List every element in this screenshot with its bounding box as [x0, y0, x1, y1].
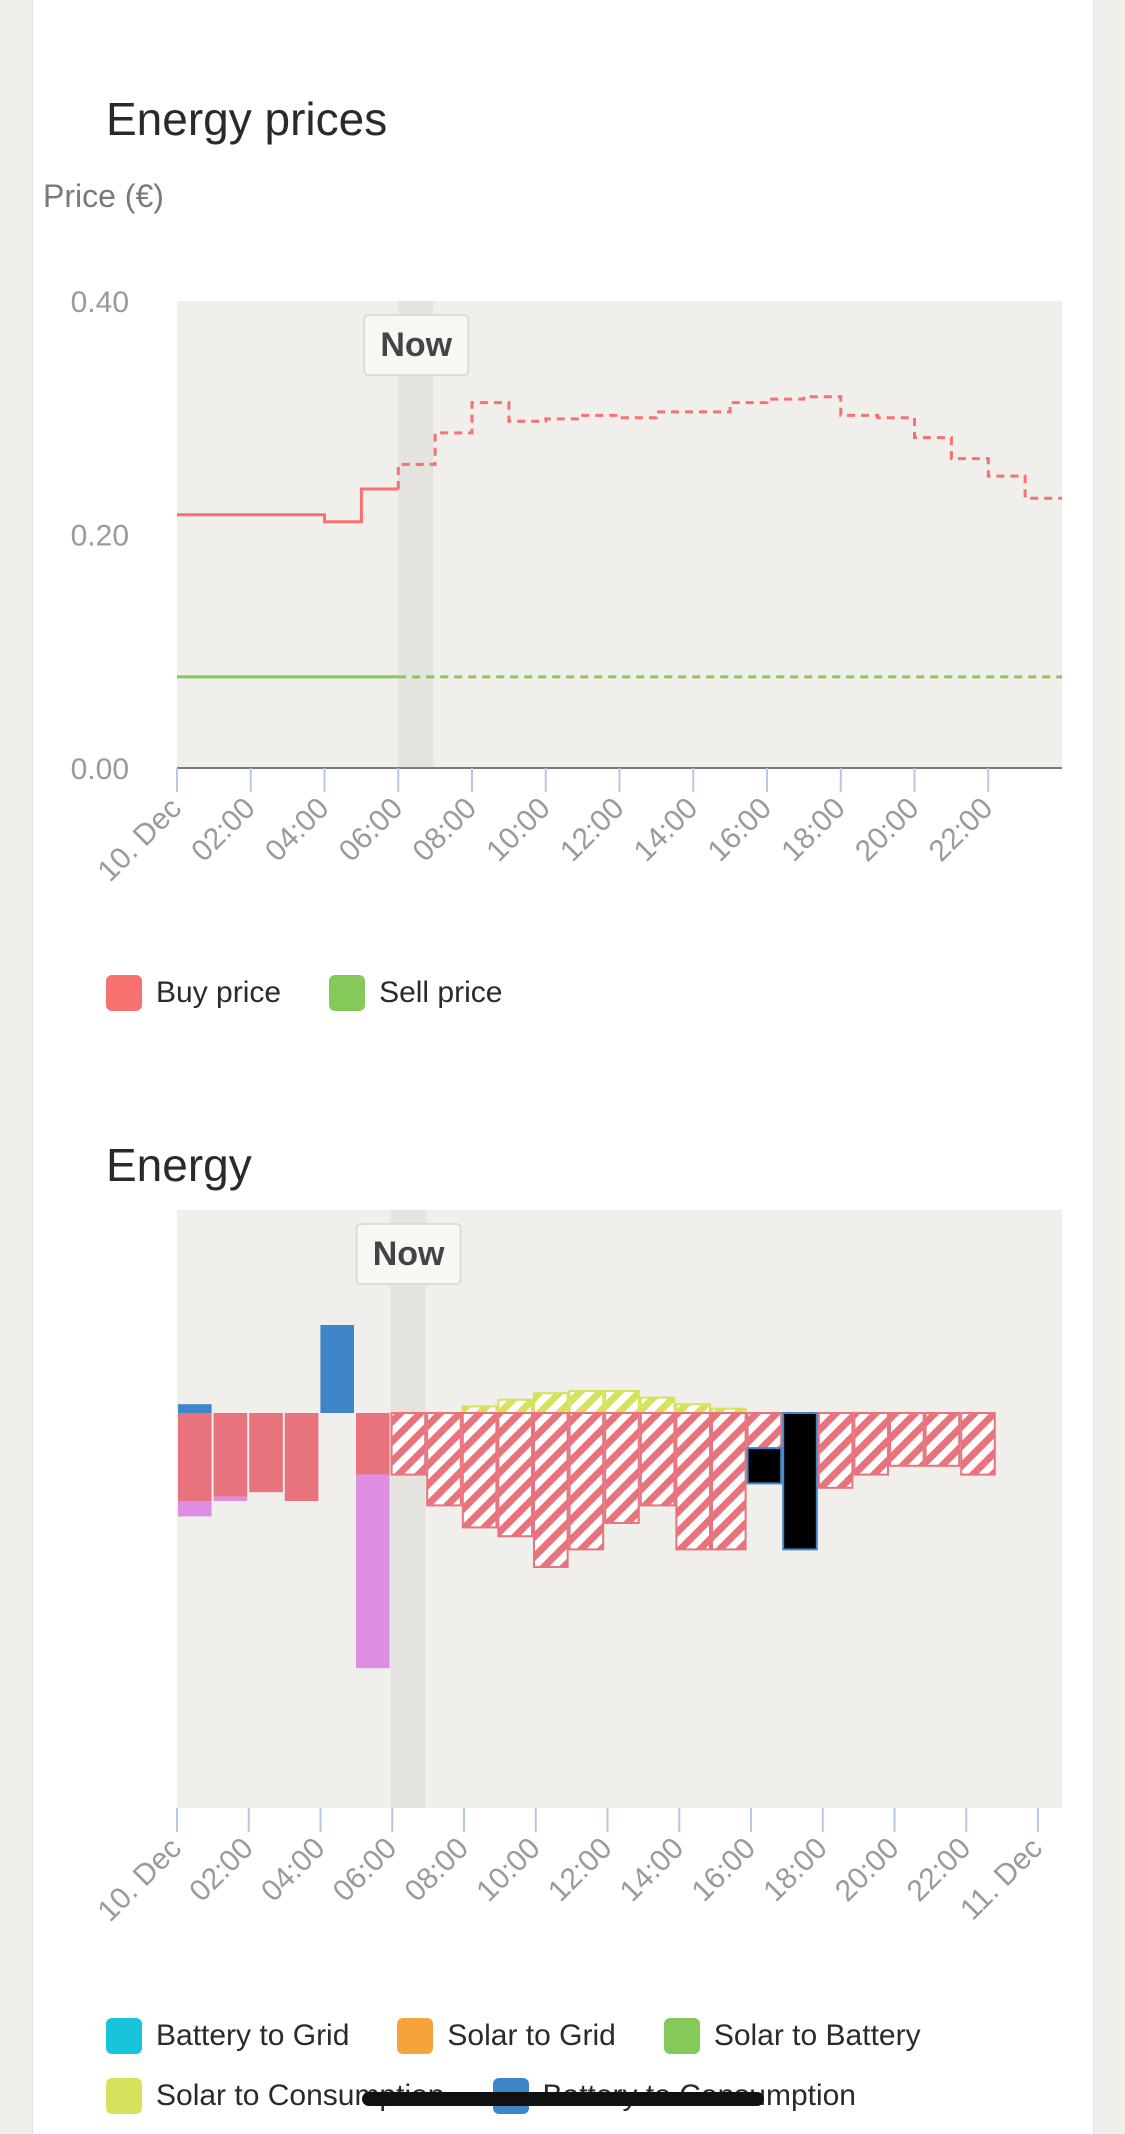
now-label: Now — [373, 1235, 445, 1273]
energy-bar — [178, 1404, 212, 1413]
now-label: Now — [380, 326, 452, 364]
energy-bar — [178, 1501, 212, 1517]
legend-swatch — [329, 975, 366, 1011]
energy-bar — [639, 1396, 676, 1415]
energy-bar — [568, 1412, 605, 1551]
prices-legend: Buy price Sell price — [106, 963, 1086, 1023]
price-axis-unit-label: Price (€) — [43, 178, 164, 214]
legend-label: Battery to Grid — [156, 2019, 350, 2052]
energy-bar — [746, 1447, 783, 1485]
legend-swatch — [663, 2018, 700, 2054]
x-tick-label: 04:00 — [259, 792, 335, 868]
now-marker: Now — [355, 1223, 462, 1285]
now-label-box — [363, 314, 470, 376]
buy-price-line-forecast — [396, 395, 1062, 500]
energy-bar — [924, 1412, 961, 1467]
energy-bar — [497, 1398, 533, 1415]
x-tick-label: 14:00 — [614, 1832, 690, 1908]
energy-bar — [284, 1413, 319, 1501]
energy-bar — [461, 1412, 498, 1529]
x-tick-label: 10. Dec — [92, 792, 188, 888]
energy-bar — [533, 1392, 569, 1414]
legend-label: Solar to Battery — [713, 2019, 921, 2052]
energy-bar — [178, 1413, 212, 1501]
x-tick-label: 06:00 — [327, 1832, 403, 1908]
energy-bar — [213, 1413, 248, 1497]
x-tick-label: 08:00 — [407, 792, 483, 868]
legend-swatch — [106, 2018, 142, 2054]
energy-legend: Battery to Grid Solar to Grid Solar to Bat… — [106, 2006, 1106, 2126]
x-tick-label: 10. Dec — [92, 1832, 188, 1928]
energy-bar — [568, 1390, 605, 1414]
energy-flow-chart: 10. Dec02:0004:0006:0008:0010:0012:0014:… — [92, 1210, 1062, 1928]
energy-bar — [853, 1412, 890, 1476]
x-tick-label: 11. Dec — [954, 1832, 1049, 1927]
energy-bar — [675, 1403, 712, 1414]
x-tick-label: 02:00 — [183, 1832, 259, 1908]
x-tick-label: 04:00 — [255, 1832, 331, 1908]
energy-bar — [356, 1413, 390, 1475]
legend-swatch — [397, 2018, 434, 2054]
now-marker: Now — [363, 314, 470, 376]
energy-bar — [426, 1412, 462, 1507]
energy-bar — [249, 1413, 283, 1493]
energy-bar — [390, 1412, 427, 1476]
plot-area — [177, 301, 1062, 768]
x-tick-label: 16:00 — [686, 1832, 762, 1908]
legend-swatch — [106, 2078, 142, 2114]
energy-bar — [213, 1496, 248, 1501]
x-tick-label: 08:00 — [399, 1832, 475, 1908]
energy-bar — [746, 1412, 783, 1450]
x-tick-label: 10:00 — [480, 792, 556, 868]
energy-bar — [604, 1390, 640, 1414]
legend-label: Solar to Grid — [447, 2019, 616, 2052]
energy-bar — [356, 1474, 390, 1669]
energy-bar — [639, 1412, 676, 1507]
now-band — [398, 301, 434, 768]
energy-bar — [497, 1412, 533, 1538]
energy-bar — [889, 1412, 925, 1467]
x-tick-label: 16:00 — [702, 792, 778, 868]
energy-bar — [960, 1412, 996, 1476]
x-tick-label: 10:00 — [470, 1832, 546, 1908]
home-indicator[interactable] — [362, 2092, 764, 2106]
x-tick-label: 18:00 — [757, 1832, 833, 1908]
energy-title: Energy — [106, 1139, 252, 1191]
y-tick-label: 0.20 — [71, 520, 129, 553]
energy-bar — [604, 1412, 640, 1524]
y-tick-label: 0.00 — [71, 753, 129, 786]
prices-legend-item[interactable]: Sell price — [329, 963, 502, 1023]
energy-bar — [675, 1412, 712, 1551]
prices-legend-item[interactable]: Buy price — [106, 963, 281, 1023]
x-tick-label: 22:00 — [923, 792, 999, 868]
now-band — [390, 1210, 426, 1808]
energy-legend-item[interactable]: Solar to Grid — [397, 2006, 616, 2066]
buy-price-line-past — [177, 487, 399, 524]
energy-bar — [782, 1412, 818, 1551]
now-label-box — [355, 1223, 462, 1285]
x-tick-label: 06:00 — [333, 792, 409, 868]
energy-legend-item[interactable]: Battery to Grid — [106, 2006, 349, 2066]
x-tick-label: 12:00 — [554, 792, 630, 868]
y-tick-label: 0.40 — [71, 286, 129, 319]
x-tick-label: 20:00 — [829, 1832, 905, 1908]
x-tick-label: 12:00 — [542, 1832, 618, 1908]
prices-title: Energy prices — [106, 93, 388, 145]
energy-bar — [533, 1412, 569, 1568]
legend-label: Buy price — [156, 976, 282, 1009]
x-tick-label: 02:00 — [185, 792, 261, 868]
energy-bar — [320, 1325, 354, 1413]
energy-bar — [711, 1412, 747, 1551]
legend-label: Sell price — [379, 976, 503, 1009]
energy-bar — [817, 1412, 854, 1489]
x-tick-label: 20:00 — [849, 792, 925, 868]
x-tick-label: 14:00 — [628, 792, 704, 868]
energy-legend-item[interactable]: Solar to Battery — [663, 2006, 921, 2066]
legend-swatch — [106, 975, 142, 1011]
x-tick-label: 18:00 — [775, 792, 851, 868]
